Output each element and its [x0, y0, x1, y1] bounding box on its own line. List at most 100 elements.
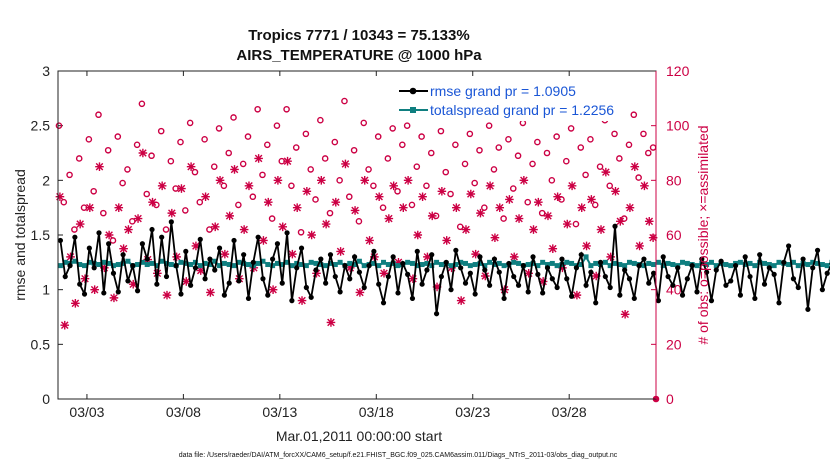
obs-possible-marker	[606, 182, 614, 190]
obs-possible-marker	[186, 119, 194, 127]
rmse-point	[757, 252, 763, 258]
obs-assimilated-marker	[128, 279, 138, 289]
obs-assimilated-marker	[114, 203, 124, 212]
spread-point	[356, 258, 362, 264]
spread-point	[120, 260, 126, 266]
obs-assimilated-marker	[278, 222, 288, 232]
rmse-point	[728, 278, 734, 284]
obs-possible-marker	[553, 133, 560, 140]
x-tick-label: 03/13	[262, 404, 297, 420]
obs-assimilated-marker	[263, 197, 273, 207]
obs-assimilated-marker	[534, 197, 543, 207]
obs-assimilated-marker	[471, 249, 480, 259]
obs-assimilated-marker	[577, 203, 587, 212]
obs-possible-marker	[452, 141, 459, 149]
obs-possible-marker	[71, 226, 78, 233]
rmse-point	[405, 271, 411, 277]
obs-assimilated-marker	[244, 181, 254, 191]
obs-assimilated-marker	[254, 154, 263, 163]
obs-assimilated-marker	[360, 176, 370, 185]
obs-assimilated-marker	[587, 195, 596, 204]
spread-point	[588, 263, 594, 269]
spread-point	[815, 260, 821, 266]
obs-assimilated-marker	[326, 318, 336, 327]
obs-assimilated-marker	[220, 249, 230, 259]
obs-possible-marker	[509, 185, 517, 192]
rmse-point	[303, 284, 309, 291]
rmse-point	[86, 245, 92, 251]
rmse-point	[814, 247, 821, 253]
spread-point	[405, 259, 411, 265]
rmse-point	[313, 267, 319, 273]
obs-possible-marker	[104, 146, 112, 154]
obs-assimilated-marker	[644, 217, 654, 226]
obs-assimilated-marker	[543, 211, 553, 221]
obs-assimilated-marker	[413, 230, 423, 240]
obs-possible-marker	[485, 122, 493, 129]
spread-point	[207, 262, 213, 268]
obs-assimilated-marker	[355, 288, 365, 297]
chart-title-line1: Tropics 7771 / 10343 = 75.133%	[248, 27, 469, 44]
legend-rmse-label: rmse grand pr = 1.0905	[430, 83, 576, 99]
spread-point	[395, 263, 401, 269]
obs-assimilated-marker	[239, 225, 249, 234]
obs-assimilated-marker	[215, 176, 225, 185]
obs-assimilated-marker	[394, 258, 403, 267]
rmse-point	[491, 256, 498, 262]
rmse-point	[810, 265, 816, 271]
rmse-point	[602, 273, 608, 280]
rmse-point	[260, 276, 266, 282]
rmse-point	[612, 223, 618, 229]
obs-assimilated-marker	[635, 241, 644, 251]
rmse-point	[704, 269, 710, 275]
spread-point	[139, 259, 145, 265]
spread-point	[313, 260, 319, 266]
y-axis-right-label: # of obs: o=possible; ×=assimilated	[695, 125, 711, 344]
obs-assimilated-marker	[331, 197, 341, 207]
rmse-point	[183, 248, 189, 254]
rmse-point	[241, 252, 247, 258]
obs-assimilated-marker	[452, 203, 461, 212]
obs-assimilated-marker	[365, 236, 374, 245]
obs-assimilated-marker	[591, 271, 601, 281]
spread-point	[694, 263, 700, 269]
spread-point	[631, 260, 637, 266]
spread-point	[516, 260, 522, 266]
obs-possible-marker	[399, 141, 406, 149]
obs-possible-marker	[490, 166, 498, 173]
obs-possible-marker	[481, 204, 488, 211]
obs-possible-marker	[341, 97, 348, 105]
obs-possible-marker	[182, 207, 189, 214]
obs-possible-marker	[143, 190, 151, 198]
rmse-point	[506, 260, 512, 267]
rmse-point	[752, 295, 758, 302]
obs-possible-marker	[379, 204, 387, 211]
obs-assimilated-marker	[133, 214, 143, 223]
obs-assimilated-marker	[288, 249, 297, 259]
rmse-point	[578, 252, 584, 258]
spread-point	[708, 259, 714, 265]
obs-assimilated-marker	[336, 247, 345, 256]
rmse-point	[356, 269, 363, 275]
rmse-point	[96, 230, 102, 236]
obs-possible-marker	[423, 182, 430, 190]
obs-assimilated-marker	[80, 274, 90, 284]
spread-point	[62, 259, 68, 265]
obs-assimilated-marker	[268, 285, 278, 294]
obs-possible-marker	[268, 215, 276, 222]
rmse-point	[91, 265, 97, 271]
spread-point	[578, 262, 584, 268]
spread-point	[491, 262, 497, 268]
spread-point	[164, 260, 170, 266]
obs-assimilated-marker	[625, 203, 635, 212]
obs-possible-marker	[413, 163, 421, 170]
obs-possible-marker	[55, 122, 63, 129]
rmse-point	[636, 263, 642, 269]
y-right-tick-label: 20	[666, 336, 682, 352]
plot-area	[58, 71, 656, 399]
obs-assimilated-marker	[476, 208, 485, 218]
obs-assimilated-marker	[485, 181, 495, 191]
obs-assimilated-marker	[461, 225, 471, 234]
rmse-point	[477, 254, 483, 260]
obs-possible-marker	[394, 187, 401, 195]
